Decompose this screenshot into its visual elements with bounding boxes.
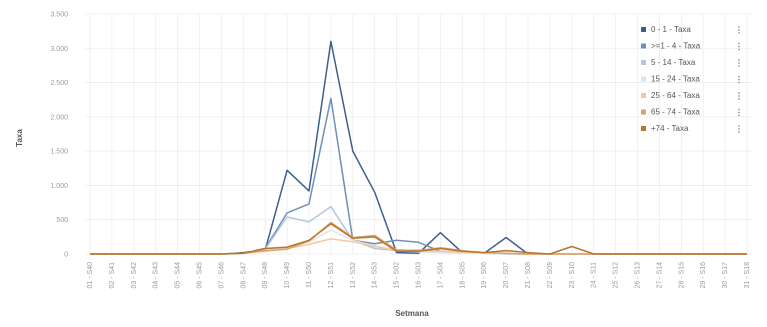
- drag-handle-icon[interactable]: [738, 92, 740, 100]
- x-tick-label: 03 - S42: [131, 262, 138, 289]
- drag-dot: [738, 78, 740, 81]
- legend-label: >=1 - 4 - Taxa: [651, 42, 701, 51]
- x-axis-ticks: 01 - S40 02 - S41 03 - S42 04 - S43 05 - S44…: [87, 262, 751, 289]
- x-tick-label: 05 - S44: [175, 262, 182, 289]
- legend-item[interactable]: 0 - 1 - Taxa: [641, 25, 740, 34]
- drag-dot: [738, 98, 740, 100]
- y-tick-label: 3.000: [50, 46, 68, 53]
- legend-swatch: [641, 109, 646, 115]
- x-tick-label: 26 - S13: [635, 262, 642, 289]
- drag-handle-icon[interactable]: [738, 125, 740, 133]
- legend-item[interactable]: 25 - 64 - Taxa: [641, 91, 740, 100]
- gridlines: [85, 13, 752, 255]
- x-tick-label: 06 - S45: [197, 262, 204, 289]
- drag-handle-icon[interactable]: [738, 42, 740, 51]
- x-tick-label: 31 - S18: [744, 262, 751, 289]
- legend-swatch: [641, 93, 646, 98]
- drag-dot: [738, 26, 740, 28]
- y-tick-label: 2.500: [50, 80, 68, 87]
- x-tick-label: 23 - S10: [569, 262, 576, 289]
- drag-dot: [738, 95, 740, 97]
- drag-dot: [738, 75, 740, 78]
- x-tick-label: 14 - S53: [372, 262, 379, 289]
- drag-dot: [738, 108, 740, 111]
- legend-swatch: [641, 43, 646, 49]
- legend-label: 0 - 1 - Taxa: [651, 25, 691, 34]
- x-tick-label: 25 - S12: [613, 262, 620, 289]
- y-tick-label: 1.000: [50, 183, 68, 190]
- x-tick-label: 21 - S08: [525, 262, 532, 289]
- drag-dot: [738, 81, 740, 84]
- drag-dot: [738, 62, 740, 64]
- drag-dot: [738, 128, 740, 130]
- drag-handle-icon[interactable]: [738, 26, 740, 34]
- drag-dot: [738, 32, 740, 34]
- legend-swatch: [641, 76, 646, 82]
- y-tick-label: 1.500: [50, 149, 68, 156]
- drag-dot: [738, 114, 740, 117]
- drag-handle-icon[interactable]: [738, 75, 740, 84]
- x-tick-label: 22 - S09: [547, 262, 554, 289]
- series-lines: [90, 40, 747, 255]
- x-tick-label: 02 - S41: [109, 262, 116, 289]
- x-tick-label: 16 - S03: [416, 262, 423, 289]
- drag-dot: [738, 45, 740, 48]
- x-tick-label: 13 - S52: [350, 262, 357, 289]
- legend-label: 15 - 24 - Taxa: [651, 75, 700, 84]
- y-axis-ticks: 0 500 1.000 1.500 2.000 2.500 3.000 3.500: [50, 12, 68, 259]
- x-tick-label: 11 - S50: [306, 262, 313, 288]
- x-tick-label: 15 - S02: [394, 262, 401, 289]
- y-tick-label: 2.000: [50, 114, 68, 121]
- drag-handle-icon[interactable]: [738, 59, 740, 67]
- drag-dot: [738, 59, 740, 61]
- drag-dot: [738, 111, 740, 114]
- legend-item[interactable]: >=1 - 4 - Taxa: [641, 42, 740, 51]
- x-tick-label: 07 - S46: [218, 262, 225, 289]
- y-tick-label: 3.500: [50, 12, 68, 19]
- x-axis-title: Setmana: [395, 309, 429, 318]
- legend-item[interactable]: 65 - 74 - Taxa: [641, 108, 740, 117]
- x-tick-label: 19 - S06: [481, 262, 488, 289]
- drag-dot: [738, 92, 740, 94]
- legend-label: 5 - 14 - Taxa: [651, 58, 696, 67]
- legend-swatch: [641, 126, 646, 131]
- x-tick-label: 20 - S07: [503, 262, 510, 289]
- drag-dot: [738, 48, 740, 51]
- y-axis-title: Taxa: [15, 129, 24, 147]
- legend-item[interactable]: 15 - 24 - Taxa: [641, 75, 740, 84]
- drag-dot: [738, 131, 740, 133]
- x-tick-label: 04 - S43: [153, 262, 160, 289]
- drag-dot: [738, 29, 740, 31]
- drag-dot: [738, 125, 740, 127]
- x-tick-label: 12 - S51: [328, 262, 335, 289]
- x-tick-label: 28 - S15: [678, 262, 685, 289]
- y-tick-label: 0: [64, 252, 68, 259]
- legend-swatch: [641, 60, 646, 65]
- legend-label: 25 - 64 - Taxa: [651, 91, 700, 100]
- legend-label: 65 - 74 - Taxa: [651, 108, 700, 117]
- drag-dot: [738, 42, 740, 45]
- x-tick-label: 27 - S14: [656, 262, 663, 289]
- x-tick-label: 30 - S17: [722, 262, 729, 289]
- x-tick-label: 01 - S40: [87, 262, 94, 289]
- legend-label: +74 - Taxa: [651, 124, 689, 133]
- legend[interactable]: 0 - 1 - Taxa >=1 - 4 - Taxa 5 - 14 - Taxa 1…: [641, 25, 740, 133]
- x-tick-label: 08 - S47: [240, 262, 247, 289]
- x-tick-label: 09 - S48: [262, 262, 269, 289]
- x-tick-label: 10 - S49: [284, 262, 291, 289]
- legend-item[interactable]: +74 - Taxa: [641, 124, 740, 133]
- legend-item[interactable]: 5 - 14 - Taxa: [641, 58, 740, 67]
- drag-handle-icon[interactable]: [738, 108, 740, 117]
- series-line[interactable]: [90, 223, 747, 255]
- x-tick-label: 17 - S04: [437, 262, 444, 289]
- x-tick-label: 29 - S16: [700, 262, 707, 289]
- y-tick-label: 500: [56, 217, 68, 224]
- legend-swatch: [641, 27, 646, 32]
- x-tick-label: 18 - S05: [459, 262, 466, 289]
- drag-dot: [738, 65, 740, 67]
- x-tick-label: 24 - S11: [591, 262, 598, 288]
